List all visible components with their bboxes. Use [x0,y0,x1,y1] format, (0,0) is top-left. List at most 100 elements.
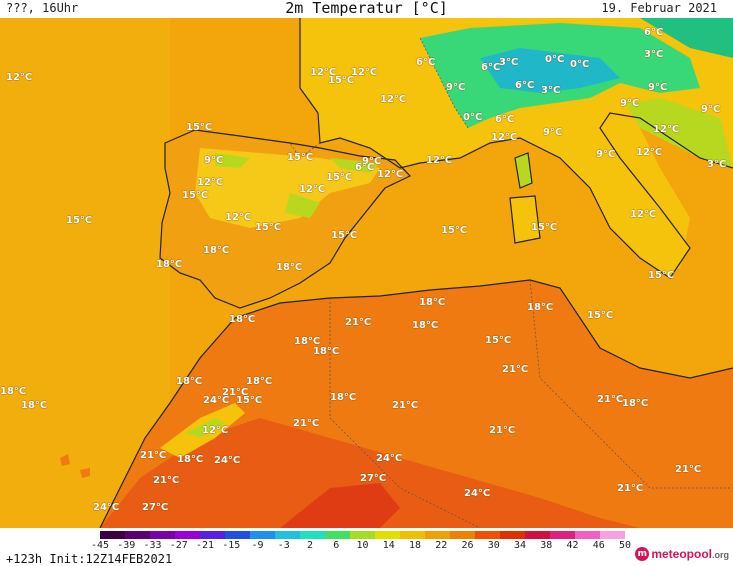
temperature-label: 3°C [499,57,519,68]
temperature-label: 18°C [21,400,48,411]
colorbar-swatch [150,531,175,539]
temperature-label: 12°C [653,124,680,135]
temperature-label: 15°C [485,335,512,346]
temperature-label: 12°C [426,155,453,166]
corsica-island [515,153,532,188]
temperature-label: 15°C [331,230,358,241]
temperature-label: 27°C [142,502,169,513]
colorbar-tick-label: 6 [333,540,340,551]
temperature-label: 12°C [310,67,337,78]
italy-region [575,93,690,273]
colorbar-swatch [600,531,625,539]
temperature-label: 9°C [620,98,640,109]
temperature-label: 18°C [229,314,256,325]
temperature-label: 12°C [377,169,404,180]
temperature-label: 18°C [419,297,446,308]
colorbar [100,531,625,539]
temperature-label: 9°C [362,156,382,167]
temperature-label: 6°C [416,57,436,68]
temperature-label: 12°C [351,67,378,78]
iberia-plateau [195,148,380,228]
colorbar-tick-label: 26 [461,540,474,551]
temperature-label: 21°C [392,400,419,411]
temperature-label: 6°C [355,162,375,173]
temperature-label: 18°C [294,336,321,347]
meteopool-logo[interactable]: m meteopool.org [635,547,729,561]
temperature-label: 6°C [495,114,515,125]
colorbar-tick-label: 42 [566,540,579,551]
temperature-label: 9°C [446,82,466,93]
init-text: +123h Init:12Z14FEB2021 [6,552,173,566]
colorbar-swatch [325,531,350,539]
temperature-label: 15°C [531,222,558,233]
temperature-label: 15°C [186,122,213,133]
temperature-label: 18°C [330,392,357,403]
temperature-label: 0°C [463,112,483,123]
colorbar-swatch [175,531,200,539]
colorbar-tick-label: 2 [306,540,314,551]
colorbar-swatch [550,531,575,539]
location-time: ???, 16Uhr [6,1,79,15]
temperature-label: 27°C [360,473,387,484]
colorbar-tick-label: -9 [251,540,264,551]
north-cold-region [360,18,733,58]
temperature-label: 21°C [502,364,529,375]
temperature-label: 12°C [225,212,252,223]
temperature-label: 18°C [246,376,273,387]
colorbar-tick-label: 34 [513,540,527,551]
temperature-label: 18°C [176,376,203,387]
colorbar-tick-label: -21 [195,540,215,551]
temperature-label: 18°C [527,302,554,313]
colorbar-swatch [350,531,375,539]
colorbar-swatch [575,531,600,539]
colorbar-tick-label: 10 [356,540,369,551]
colorbar-swatch [525,531,550,539]
temperature-label: 21°C [675,464,702,475]
temperature-label: 12°C [299,184,326,195]
colorbar-tick-label: -15 [222,540,241,551]
temperature-label: 15°C [66,215,93,226]
colorbar-swatch [300,531,325,539]
temperature-label: 6°C [644,27,664,38]
sahara-warm-region [100,418,640,528]
temperature-label: 15°C [287,152,314,163]
sardinia-island [510,196,540,243]
temperature-label: 15°C [182,190,209,201]
temperature-label: 6°C [515,80,535,91]
temperature-label: 18°C [276,262,303,273]
temperature-label: 24°C [464,488,491,499]
logo-text: meteopool [651,547,712,561]
temperature-label: 0°C [570,59,590,70]
atlantic-area [0,18,170,528]
temperature-label: 9°C [596,149,616,160]
temperature-label: 24°C [93,502,120,513]
temperature-label: 18°C [412,320,439,331]
temperature-label: 21°C [293,418,320,429]
temperature-label: 12°C [380,94,407,105]
map-canvas [0,18,733,529]
temperature-label: 12°C [491,132,518,143]
iberia-mountains [215,153,380,218]
temperature-label: 9°C [204,155,224,166]
colorbar-swatch [400,531,425,539]
alps-cold-core [480,48,620,93]
colorbar-swatch [225,531,250,539]
temperature-label: 18°C [0,386,27,397]
temperature-label: 15°C [441,225,468,236]
temperature-label: 3°C [644,49,664,60]
temperature-label: 15°C [236,395,263,406]
colorbar-swatch [500,531,525,539]
temperature-label: 0°C [545,54,565,65]
temperature-label: 18°C [156,259,183,270]
colorbar-tick-label: 30 [487,540,500,551]
temperature-label: 12°C [197,177,224,188]
colorbar-tick-label: -27 [169,540,188,551]
temperature-label: 21°C [617,483,644,494]
colorbar-tick-label: 46 [592,540,605,551]
logo-suffix: .org [712,550,729,560]
temperature-label: 3°C [541,85,561,96]
temperature-label: 24°C [376,453,403,464]
canary-islands [60,454,90,478]
temperature-label: 12°C [6,72,33,83]
